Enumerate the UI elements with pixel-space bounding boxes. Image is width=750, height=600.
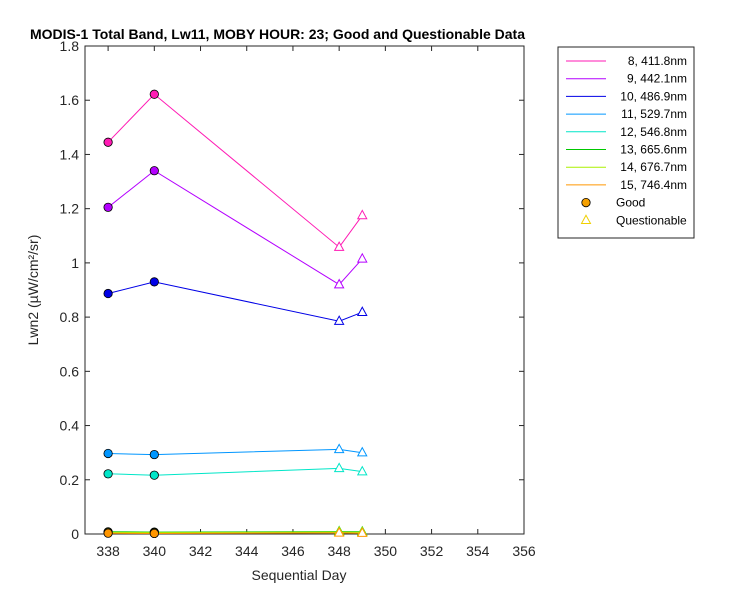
legend-label-3: 11, 529.7nm (621, 107, 687, 121)
good-point-2-0 (103, 288, 113, 299)
series-1 (103, 166, 368, 289)
questionable-point-0-2 (333, 241, 345, 251)
questionable-point-1-2 (333, 278, 345, 289)
good-point-3-1 (149, 449, 159, 460)
good-point-4-0 (103, 469, 113, 479)
legend-label-6: 14, 676.7nm (620, 160, 687, 174)
x-tick-label-4: 346 (281, 543, 305, 559)
questionable-point-7-3 (356, 527, 368, 537)
series-4 (103, 462, 368, 480)
y-tick-label-3: 0.6 (60, 363, 80, 379)
x-tick-label-1: 340 (143, 543, 167, 559)
series-line-1 (107, 170, 363, 286)
questionable-point-4-3 (356, 465, 368, 476)
x-tick-label-8: 354 (466, 543, 490, 559)
questionable-point-3-2 (333, 443, 345, 454)
x-tick-label-2: 342 (189, 543, 213, 559)
series-2 (103, 277, 368, 325)
chart-title: MODIS-1 Total Band, Lw11, MOBY HOUR: 23;… (30, 26, 525, 42)
series-line-4 (108, 467, 363, 476)
questionable-point-2-2 (333, 315, 345, 325)
x-axis-label: Sequential Day (252, 567, 347, 583)
good-point-1-0 (103, 202, 113, 212)
legend-label-1: 9, 442.1nm (627, 72, 687, 86)
legend-label-4: 12, 546.8nm (620, 125, 687, 139)
questionable-point-4-2 (333, 462, 345, 473)
plot-area (84, 45, 525, 535)
good-point-3-0 (103, 448, 113, 459)
y-tick-label-4: 0.8 (60, 309, 80, 325)
good-point-7-1 (149, 528, 159, 539)
good-point-2-1 (149, 277, 159, 287)
legend-marker-label-1: Questionable (616, 213, 687, 227)
y-axis-label: Lwn2 (µW/cm²/sr) (25, 235, 41, 346)
legend-label-7: 15, 746.4nm (620, 178, 687, 192)
x-tick-label-6: 350 (374, 543, 398, 559)
x-tick-label-5: 348 (327, 543, 351, 559)
legend-marker-questionable (580, 214, 592, 225)
questionable-point-3-3 (356, 446, 368, 457)
series-line-3 (108, 448, 363, 456)
good-point-0-0 (103, 137, 113, 147)
x-tick-label-9: 356 (512, 543, 536, 559)
x-tick-label-7: 352 (420, 543, 444, 559)
series-7 (103, 526, 368, 539)
good-point-0-1 (149, 89, 159, 99)
x-axis: 338 340 342 344 346 348 350 352 354 356 (96, 46, 536, 559)
y-tick-label-7: 1.4 (60, 146, 80, 162)
legend: 8, 411.8nm 9, 442.1nm 10, 486.9nm 11, 529.7… (557, 46, 695, 239)
good-point-1-1 (149, 166, 159, 176)
plot-box (84, 45, 525, 535)
y-tick-label-1: 0.2 (60, 472, 80, 488)
series-line-7 (108, 532, 363, 535)
y-tick-label-9: 1.8 (60, 38, 80, 54)
questionable-point-2-3 (356, 306, 368, 316)
questionable-point-1-3 (356, 252, 368, 263)
series-line-5 (108, 531, 363, 533)
series-3 (103, 443, 368, 460)
good-point-4-1 (149, 470, 159, 480)
y-tick-label-0: 0 (71, 526, 79, 542)
legend-marker-label-0: Good (616, 196, 645, 210)
legend-label-0: 8, 411.8nm (628, 54, 687, 68)
series-line-6 (108, 531, 363, 534)
legend-label-5: 13, 665.6nm (620, 143, 687, 157)
y-tick-label-6: 1.2 (60, 201, 80, 217)
x-tick-label-3: 344 (235, 543, 259, 559)
good-point-7-0 (103, 528, 113, 538)
y-axis: 0 0.2 0.4 0.6 0.8 1 1.2 1.4 1.6 1.8 (60, 38, 524, 542)
y-tick-label-8: 1.6 (60, 92, 80, 108)
series-line-2 (107, 281, 363, 322)
series-layer (103, 89, 368, 539)
y-tick-label-2: 0.4 (60, 418, 80, 434)
legend-marker-good (581, 198, 591, 208)
legend-label-2: 10, 486.9nm (620, 89, 687, 103)
series-line-0 (107, 93, 363, 248)
x-tick-label-0: 338 (96, 543, 120, 559)
questionable-point-0-3 (356, 209, 368, 220)
y-tick-label-5: 1 (71, 255, 79, 271)
series-0 (103, 89, 368, 251)
questionable-point-7-2 (333, 526, 345, 537)
